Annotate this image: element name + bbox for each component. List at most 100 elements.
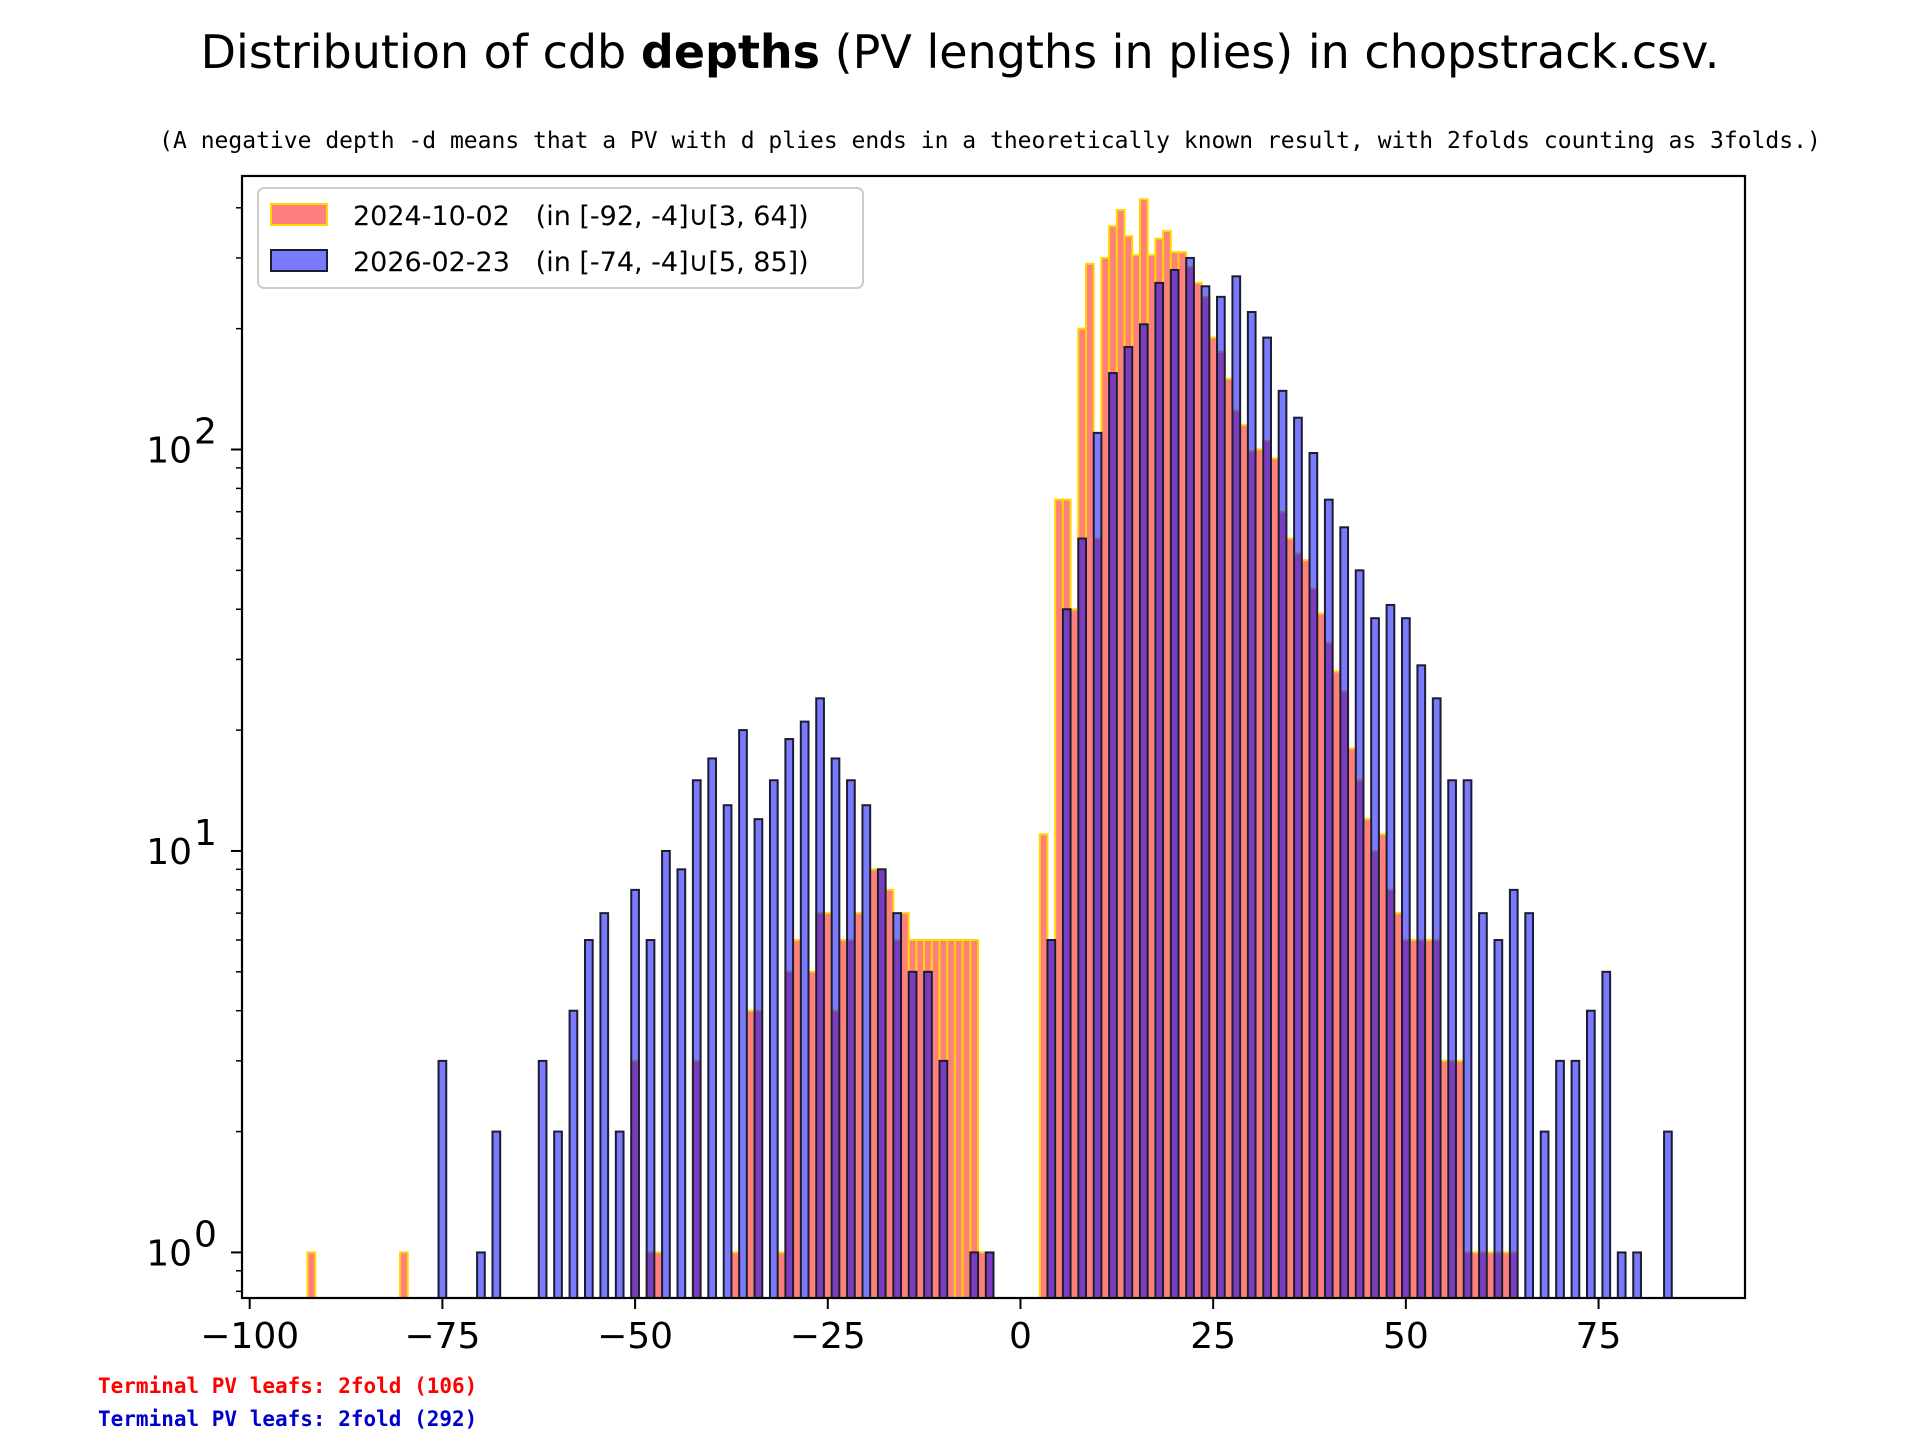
- bar-2024--37: [730, 1251, 741, 1300]
- bar-2024--5: [977, 1251, 987, 1300]
- legend-label-2026: 2026-02-23 (in [-74, -4]∪[5, 85]): [353, 247, 809, 278]
- bar-2024--8: [953, 939, 964, 1299]
- bar-2024--11: [930, 939, 941, 1299]
- bar-2024-55: [1439, 1059, 1450, 1299]
- bar-2026--58: [568, 1009, 579, 1299]
- legend-label-2024: 2024-10-02 (in [-92, -4]∪[3, 64]): [353, 201, 809, 232]
- bar-2026-16: [1138, 323, 1149, 1299]
- bar-2024--19: [869, 868, 879, 1299]
- bar-2026-4: [1046, 939, 1057, 1299]
- legend-swatch-2026: [270, 249, 328, 272]
- chart-title: Distribution of cdb depths (PV lengths i…: [201, 25, 1720, 79]
- bar-2024--7: [961, 939, 972, 1299]
- x-tick-label: 75: [1576, 1316, 1622, 1357]
- bar-2026-44: [1354, 569, 1365, 1299]
- bar-2024--17: [884, 888, 895, 1299]
- bar-2026--6: [969, 1251, 980, 1300]
- bar-2026-36: [1293, 416, 1303, 1299]
- bar-2024-21: [1177, 251, 1188, 1300]
- bar-2026--54: [599, 912, 610, 1299]
- bar-2026--68: [491, 1130, 502, 1299]
- bar-2024-33: [1269, 457, 1280, 1299]
- bar-2026--44: [676, 868, 687, 1299]
- bar-2026-12: [1108, 372, 1118, 1299]
- bar-2026--32: [768, 779, 779, 1299]
- y-tick-exponent: 0: [194, 1214, 217, 1255]
- bar-2024-25: [1208, 336, 1219, 1299]
- bar-2024--31: [776, 1251, 787, 1300]
- terminal-leafs-2026: Terminal PV leafs: 2fold (292): [98, 1407, 477, 1431]
- bar-2024-15: [1131, 254, 1141, 1300]
- bar-2026--34: [753, 818, 764, 1299]
- bar-2024--6: [969, 939, 980, 1299]
- bar-2024--92: [306, 1251, 317, 1300]
- bar-2026-68: [1539, 1130, 1550, 1299]
- bar-2026--36: [738, 729, 748, 1299]
- bar-2024--27: [807, 970, 818, 1299]
- x-tick-label: −100: [200, 1316, 299, 1357]
- bar-2026-66: [1524, 912, 1535, 1299]
- bar-2026-28: [1231, 275, 1242, 1299]
- bar-2026-56: [1447, 779, 1457, 1299]
- bar-2026--48: [645, 939, 656, 1299]
- bar-2024-41: [1331, 670, 1342, 1299]
- x-tick-label: −75: [404, 1316, 480, 1357]
- bar-2026--52: [614, 1130, 625, 1299]
- bar-2024--13: [915, 939, 926, 1299]
- bar-2024--25: [822, 912, 833, 1299]
- bar-2026-58: [1462, 779, 1473, 1299]
- bar-2026-14: [1123, 346, 1134, 1299]
- bar-2024-35: [1285, 537, 1296, 1299]
- bar-2024-61: [1485, 1251, 1496, 1300]
- terminal-leafs-2024: Terminal PV leafs: 2fold (106): [98, 1374, 477, 1398]
- bar-2026-8: [1077, 537, 1087, 1299]
- bar-2026-60: [1478, 912, 1488, 1299]
- bar-2026--70: [476, 1251, 486, 1300]
- bar-2026-22: [1185, 256, 1195, 1300]
- bar-2026-10: [1092, 431, 1103, 1299]
- bar-2026-40: [1323, 498, 1334, 1300]
- bar-2026-62: [1493, 939, 1504, 1299]
- bar-2026--38: [722, 804, 733, 1299]
- bar-2026--28: [799, 720, 810, 1299]
- bar-2026-54: [1431, 697, 1442, 1299]
- bar-2026--22: [846, 779, 856, 1299]
- bar-2026--18: [876, 868, 887, 1299]
- bar-2024-45: [1362, 818, 1373, 1299]
- bar-2024-13: [1115, 208, 1126, 1300]
- x-axis: −100 −75 −50 −25 0 25 50 75: [200, 1298, 1621, 1357]
- x-tick-label: 25: [1190, 1316, 1236, 1357]
- bar-2026--60: [553, 1130, 563, 1299]
- bar-2026-6: [1061, 608, 1072, 1299]
- bar-2026--4: [984, 1251, 995, 1300]
- bar-2024-19: [1162, 230, 1172, 1299]
- legend: 2024-10-02 (in [-92, -4]∪[3, 64]) 2026-0…: [257, 187, 864, 289]
- bar-2026--26: [815, 697, 825, 1299]
- bar-2024--80: [399, 1251, 409, 1300]
- y-tick-exponent: 1: [194, 813, 217, 854]
- chart-subtitle: (A negative depth -d means that a PV wit…: [159, 128, 1821, 154]
- x-tick-label: −25: [790, 1316, 866, 1357]
- bar-2026--62: [537, 1059, 548, 1299]
- bar-2024-51: [1408, 939, 1419, 1299]
- bar-2024--35: [745, 1009, 756, 1299]
- bar-2026--50: [630, 888, 640, 1299]
- y-tick-label: 10: [146, 832, 192, 873]
- bar-2026-46: [1370, 617, 1380, 1299]
- bar-2026-64: [1508, 888, 1519, 1299]
- bar-2024--15: [900, 912, 910, 1299]
- bar-2024-7: [1069, 608, 1080, 1299]
- bar-2026-76: [1601, 970, 1612, 1299]
- bar-2026-74: [1585, 1009, 1596, 1299]
- bar-2024-17: [1146, 254, 1157, 1300]
- bar-2024-27: [1223, 377, 1234, 1299]
- bar-2026--56: [583, 939, 594, 1299]
- bar-2026-78: [1616, 1251, 1627, 1300]
- bar-2024-5: [1054, 498, 1064, 1300]
- bar-2024-47: [1377, 833, 1388, 1299]
- bar-2026-70: [1555, 1059, 1565, 1299]
- bar-2026--40: [707, 757, 718, 1299]
- bar-2024-31: [1254, 448, 1265, 1299]
- bar-2026-72: [1570, 1059, 1581, 1299]
